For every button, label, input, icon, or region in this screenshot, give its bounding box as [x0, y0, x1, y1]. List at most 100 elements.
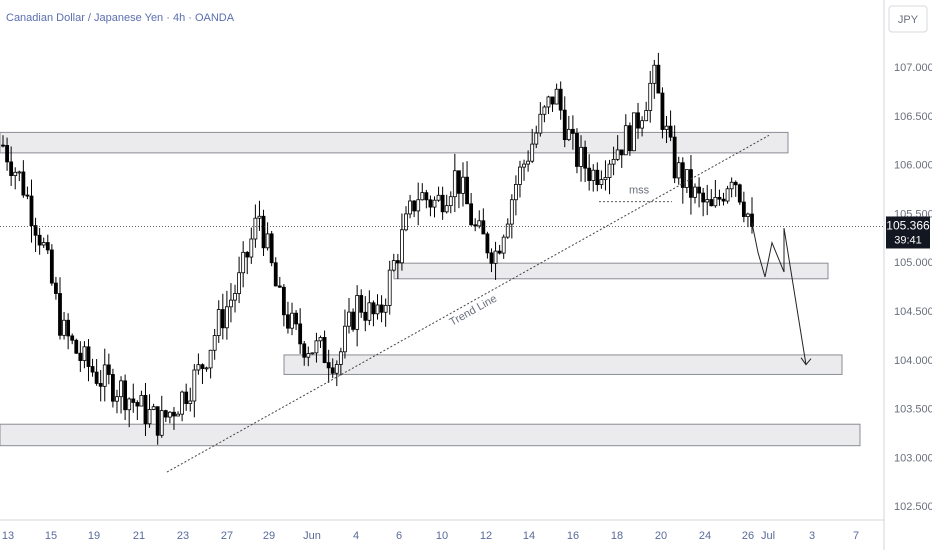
- candle-body: [359, 295, 364, 313]
- candle-body: [21, 171, 26, 196]
- candle-body: [721, 198, 726, 202]
- price-badge: 105.366 39:41: [886, 216, 930, 249]
- y-tick-label: 106.000: [894, 160, 932, 172]
- trend-line: [166, 134, 770, 473]
- x-tick-label: 20: [655, 530, 667, 542]
- candle-body: [127, 398, 132, 411]
- candle-body: [224, 306, 229, 329]
- candle-body: [644, 110, 649, 122]
- candle-body: [220, 309, 225, 329]
- candle-body: [94, 371, 99, 384]
- candle-body: [689, 169, 693, 198]
- candle-body: [143, 394, 148, 425]
- x-tick-label: 6: [396, 530, 402, 542]
- candle-body: [310, 352, 315, 355]
- bar-countdown: 39:41: [894, 234, 922, 246]
- candle-body: [347, 311, 351, 327]
- candle-body: [680, 162, 685, 188]
- candle-body: [391, 260, 396, 271]
- y-tick-label: 104.500: [894, 306, 932, 318]
- currency-button[interactable]: [888, 5, 928, 33]
- projection-arrowhead: [800, 357, 812, 366]
- x-tick-label: 23: [177, 530, 189, 542]
- candle-body: [188, 400, 193, 405]
- candle-body: [656, 64, 661, 94]
- candle-body: [318, 337, 323, 342]
- candle-body: [518, 166, 522, 185]
- candle-body: [530, 143, 535, 162]
- y-tick-label: 103.000: [894, 452, 932, 464]
- candle-body: [290, 312, 294, 329]
- x-tick-label: 12: [480, 530, 492, 542]
- candle-body: [245, 251, 250, 258]
- y-tick-label: 107.000: [894, 62, 932, 74]
- candle-body: [652, 64, 657, 84]
- candle-body: [375, 304, 380, 315]
- candle-body: [640, 120, 644, 129]
- candle-body: [701, 192, 706, 203]
- candle-body: [509, 199, 514, 225]
- x-tick-label: 10: [436, 530, 448, 542]
- candle-body: [338, 351, 343, 365]
- candle-body: [41, 242, 46, 246]
- candle-body: [86, 346, 91, 367]
- time-axis[interactable]: 13 15 19 21 23 27 29 Jun 4 6 10 12 14 16 18 20 24 26 Jul 3 7: [2, 530, 859, 542]
- candles-layer: [1, 52, 754, 445]
- candle-body: [615, 149, 620, 160]
- x-tick-label: Jun: [303, 530, 321, 542]
- candle-body: [363, 311, 368, 321]
- candle-body: [575, 133, 579, 167]
- candle-body: [448, 196, 453, 207]
- candle-body: [636, 112, 640, 129]
- candle-body: [660, 92, 665, 130]
- zones-layer: [0, 131, 861, 447]
- candle-body: [632, 112, 636, 152]
- candle-body: [461, 176, 465, 194]
- candle-body: [457, 170, 461, 194]
- candle-body: [741, 201, 746, 217]
- candle-body: [501, 236, 506, 254]
- candle-body: [367, 302, 372, 321]
- candle-body: [233, 293, 237, 301]
- candle-body: [432, 199, 437, 208]
- currency-label: JPY: [898, 14, 919, 26]
- candle-body: [522, 163, 526, 168]
- candle-body: [725, 188, 730, 202]
- candle-body: [485, 233, 490, 254]
- candle-body: [416, 199, 421, 212]
- candle-body: [269, 233, 274, 264]
- current-price: 105.366: [886, 218, 930, 232]
- candle-body: [257, 215, 262, 219]
- x-tick-label: 18: [611, 530, 623, 542]
- candle-body: [111, 374, 115, 402]
- candle-body: [196, 364, 201, 371]
- candle-body: [265, 233, 270, 249]
- x-tick-label: 4: [353, 530, 359, 542]
- candle-body: [62, 319, 66, 336]
- candle-body: [684, 169, 689, 188]
- candle-body: [98, 383, 103, 387]
- candle-body: [599, 179, 604, 186]
- candle-body: [672, 136, 677, 179]
- candle-body: [90, 366, 95, 373]
- candle-body: [420, 192, 425, 201]
- candle-body: [139, 394, 144, 407]
- candle-body: [546, 96, 551, 108]
- candle-body: [566, 128, 571, 141]
- x-tick-label: 15: [45, 530, 57, 542]
- candle-body: [534, 132, 539, 145]
- candle-body: [729, 181, 734, 190]
- candle-body: [253, 217, 258, 240]
- candle-body: [343, 325, 347, 353]
- candle-body: [9, 161, 14, 177]
- y-tick-label: 105.000: [894, 257, 932, 269]
- x-tick-label: 29: [263, 530, 275, 542]
- candle-body: [302, 343, 307, 358]
- candle-body: [554, 88, 559, 105]
- candle-body: [5, 145, 9, 163]
- candle-body: [37, 234, 42, 246]
- y-tick-label: 104.000: [894, 355, 932, 367]
- x-tick-label: Jul: [761, 530, 775, 542]
